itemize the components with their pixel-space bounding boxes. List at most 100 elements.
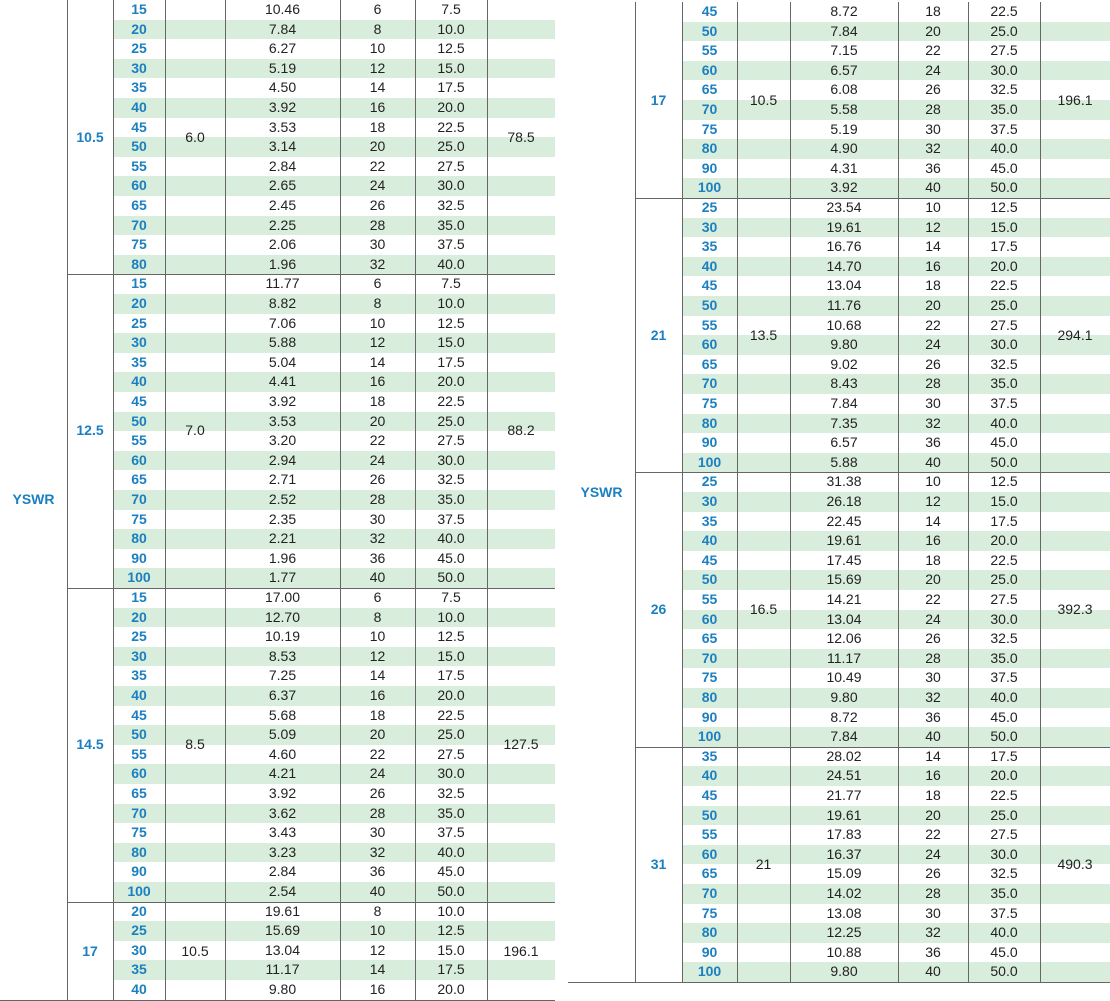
cell-value: 23.54	[826, 199, 862, 215]
row-key: 60	[701, 61, 718, 78]
cell-value: 32.5	[990, 81, 1018, 98]
row-stripe	[682, 374, 1110, 394]
cell-value: 50.0	[990, 453, 1018, 470]
size-label: 21	[650, 327, 667, 343]
row-stripe	[682, 452, 1110, 473]
group-value: 196.1	[503, 942, 539, 959]
row-key: 100	[127, 569, 151, 586]
size-label: 31	[650, 855, 667, 872]
cell-value: 17.5	[437, 353, 465, 370]
row-key: 75	[701, 120, 718, 137]
cell-value: 18	[369, 393, 386, 409]
cell-value: 32	[369, 843, 386, 860]
row-key: 80	[701, 924, 718, 941]
cell-value: 3.14	[268, 138, 297, 155]
cell-value: 25.0	[990, 297, 1018, 313]
cell-value: 45.0	[990, 159, 1018, 176]
row-key: 25	[131, 922, 147, 939]
cell-value: 15.0	[437, 334, 465, 351]
row-key: 35	[131, 353, 147, 370]
cell-value: 27.5	[990, 591, 1018, 607]
cell-value: 27.5	[990, 316, 1018, 333]
row-key: 100	[697, 179, 722, 196]
cell-value: 6.57	[830, 61, 858, 78]
row-key: 20	[131, 902, 147, 919]
cell-value: 6.08	[830, 81, 858, 98]
cell-value: 2.54	[268, 883, 297, 899]
cell-value: 30.0	[437, 177, 465, 194]
row-stripe	[113, 19, 555, 40]
cell-value: 35.0	[990, 375, 1018, 392]
row-key: 70	[131, 216, 147, 233]
row-key: 100	[127, 883, 151, 899]
group-value: 127.5	[503, 736, 539, 752]
cell-value: 32.5	[990, 630, 1018, 647]
cell-value: 10.0	[437, 295, 465, 311]
cell-value: 26	[369, 197, 386, 213]
cell-value: 37.5	[990, 120, 1018, 137]
cell-value: 25.0	[990, 806, 1018, 823]
row-key: 30	[131, 59, 147, 76]
cell-value: 36	[369, 549, 386, 566]
cell-value: 6	[373, 275, 382, 292]
cell-value: 30.0	[990, 610, 1018, 627]
group-value: 392.3	[1057, 601, 1093, 618]
cell-value: 22.5	[990, 551, 1018, 568]
row-stripe	[682, 609, 1110, 630]
cell-value: 2.94	[268, 451, 297, 468]
cell-value: 5.09	[268, 726, 297, 743]
row-key: 55	[131, 157, 147, 174]
cell-value: 8.53	[268, 647, 297, 664]
group-value: 7.0	[185, 422, 205, 439]
cell-value: 18	[925, 3, 941, 19]
cell-value: 24	[369, 451, 386, 468]
column-divider	[225, 0, 226, 1000]
model-label: YSWR	[580, 484, 623, 500]
row-key: 90	[701, 708, 718, 725]
row-stripe	[682, 413, 1110, 434]
cell-value: 50.0	[437, 883, 465, 899]
row-key: 40	[131, 687, 147, 703]
cell-value: 32.5	[437, 197, 465, 213]
row-key: 75	[131, 510, 147, 527]
cell-value: 5.04	[268, 353, 297, 370]
cell-value: 28	[925, 101, 941, 117]
cell-value: 37.5	[437, 824, 465, 841]
row-stripe	[113, 803, 555, 824]
cell-value: 9.02	[830, 355, 858, 372]
cell-value: 32.5	[990, 865, 1018, 882]
column-divider	[682, 2, 683, 982]
cell-value: 7.15	[830, 42, 858, 59]
cell-value: 27.5	[990, 826, 1018, 843]
row-stripe	[682, 923, 1110, 943]
row-key: 25	[131, 628, 147, 645]
row-key: 60	[701, 845, 718, 862]
row-key: 80	[131, 843, 147, 860]
row-key: 30	[701, 493, 718, 509]
cell-value: 17.45	[826, 551, 862, 568]
cell-value: 15.0	[437, 647, 465, 664]
row-key: 40	[701, 257, 718, 274]
cell-value: 5.19	[268, 59, 297, 76]
cell-value: 12.06	[826, 630, 862, 647]
group-value: 88.2	[507, 422, 535, 439]
cell-value: 10.19	[264, 628, 301, 645]
cell-value: 32.5	[437, 785, 465, 801]
row-key: 55	[131, 432, 147, 449]
cell-value: 11.77	[265, 275, 300, 292]
cell-value: 40.0	[437, 530, 465, 547]
cell-value: 40.0	[990, 140, 1018, 157]
cell-value: 10	[369, 314, 386, 331]
cell-value: 12.5	[437, 40, 465, 57]
cell-value: 35.0	[437, 804, 465, 821]
cell-value: 4.60	[268, 745, 297, 762]
cell-value: 2.25	[268, 216, 297, 233]
cell-value: 30	[925, 904, 941, 921]
group-divider	[67, 274, 555, 276]
cell-value: 27.5	[990, 42, 1018, 59]
cell-value: 21.77	[826, 787, 862, 803]
cell-value: 5.68	[268, 706, 297, 723]
row-key: 50	[701, 297, 718, 313]
cell-value: 2.21	[268, 530, 297, 547]
cell-value: 12	[925, 493, 941, 509]
